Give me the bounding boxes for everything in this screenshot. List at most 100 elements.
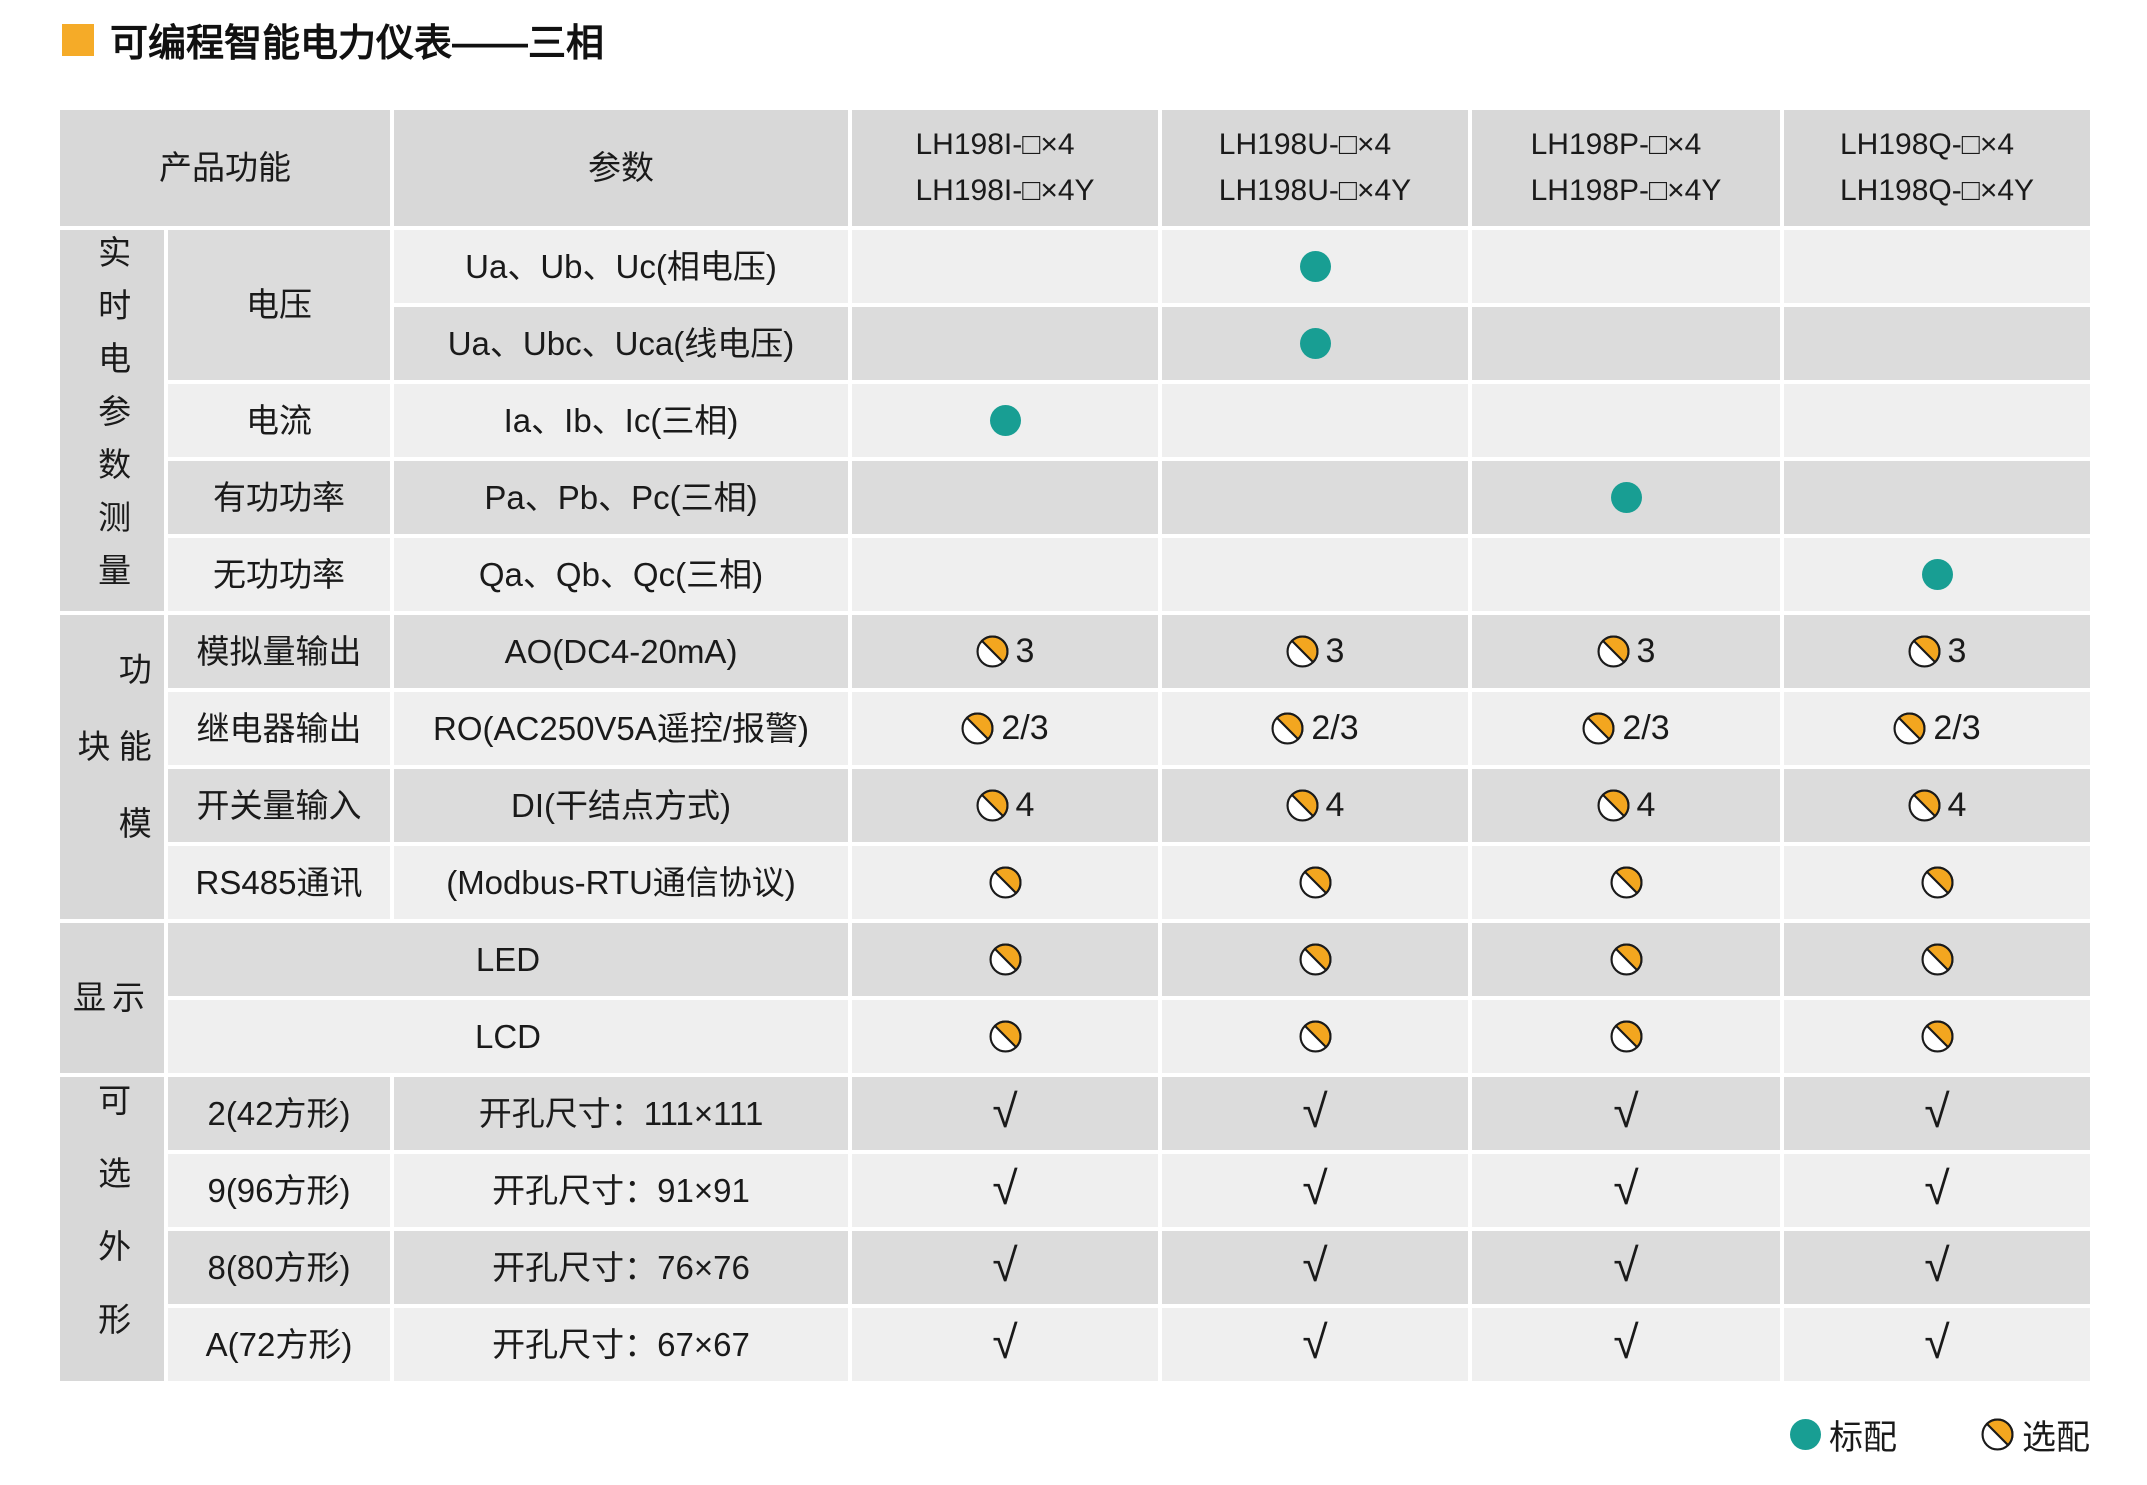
optional-config-icon bbox=[1271, 712, 1304, 745]
check-icon: √ bbox=[1924, 1238, 1950, 1291]
model-name-line: LH198U-□×4 bbox=[1218, 127, 1392, 161]
header-model-3: LH198P-□×4 LH198P-□×4Y bbox=[1472, 110, 1780, 226]
matrix-cell bbox=[1784, 538, 2090, 611]
section-label-2: 功能模块 bbox=[60, 615, 164, 919]
check-icon: √ bbox=[1302, 1161, 1328, 1214]
matrix-cell bbox=[852, 461, 1158, 534]
matrix-cell bbox=[1162, 307, 1468, 380]
matrix-cell: √ bbox=[1784, 1077, 2090, 1150]
optional-quantity: 2/3 bbox=[1311, 709, 1359, 748]
legend-optional-label: 选配 bbox=[2022, 1419, 2090, 1457]
section-label-4: 可选外形 bbox=[60, 1077, 164, 1381]
parameter-cell: 开孔尺寸：111×111 bbox=[394, 1077, 848, 1150]
check-icon: √ bbox=[1924, 1161, 1950, 1214]
optional-quantity: 2/3 bbox=[1933, 709, 1981, 748]
parameter-cell: AO(DC4-20mA) bbox=[394, 615, 848, 688]
header-parameter: 参数 bbox=[394, 110, 848, 226]
optional-config-icon bbox=[1893, 712, 1926, 745]
matrix-cell: √ bbox=[852, 1154, 1158, 1227]
matrix-cell bbox=[1162, 1000, 1468, 1073]
parameter-cell: 开孔尺寸：91×91 bbox=[394, 1154, 848, 1227]
function-cell: 9(96方形) bbox=[168, 1154, 390, 1227]
matrix-cell: 4 bbox=[852, 769, 1158, 842]
matrix-cell bbox=[1784, 307, 2090, 380]
optional-config-icon bbox=[1582, 712, 1615, 745]
optional-quantity: 4 bbox=[1636, 786, 1656, 825]
parameter-cell: LED bbox=[168, 923, 848, 996]
function-cell: 开关量输入 bbox=[168, 769, 390, 842]
page-title-text: 可编程智能电力仪表——三相 bbox=[110, 23, 605, 65]
title-bullet-square-icon bbox=[62, 23, 94, 56]
function-cell: 无功功率 bbox=[168, 538, 390, 611]
optional-config-icon bbox=[1920, 866, 1954, 899]
matrix-cell: √ bbox=[1162, 1077, 1468, 1150]
matrix-cell bbox=[1472, 923, 1780, 996]
check-icon: √ bbox=[1613, 1161, 1639, 1214]
matrix-cell: √ bbox=[852, 1308, 1158, 1381]
optional-quantity: 4 bbox=[1015, 786, 1035, 825]
matrix-cell bbox=[1472, 307, 1780, 380]
optional-quantity: 3 bbox=[1325, 632, 1345, 671]
optional-config-icon bbox=[988, 866, 1022, 899]
matrix-cell bbox=[1784, 461, 2090, 534]
section-label-1: 实时电参数测量 bbox=[60, 230, 164, 611]
matrix-cell: √ bbox=[1472, 1154, 1780, 1227]
section-label-3: 显示 bbox=[60, 923, 164, 1073]
optional-config-icon bbox=[1920, 1020, 1954, 1053]
parameter-cell: 开孔尺寸：76×76 bbox=[394, 1231, 848, 1304]
function-cell: 8(80方形) bbox=[168, 1231, 390, 1304]
model-name-line: LH198P-□×4Y bbox=[1530, 174, 1722, 207]
page-title: 可编程智能电力仪表——三相 bbox=[62, 12, 604, 67]
matrix-cell: 3 bbox=[1472, 615, 1780, 688]
optional-config-icon bbox=[1908, 789, 1941, 822]
matrix-cell: 4 bbox=[1784, 769, 2090, 842]
optional-config-icon bbox=[1609, 866, 1643, 899]
model-name-line: LH198P-□×4 bbox=[1530, 127, 1702, 161]
header-model-4: LH198Q-□×4 LH198Q-□×4Y bbox=[1784, 110, 2090, 226]
matrix-cell: 4 bbox=[1472, 769, 1780, 842]
model-name-lines: LH198U-□×4 LH198U-□×4Y bbox=[1219, 122, 1411, 215]
model-name-line: LH198Q-□×4 bbox=[1839, 127, 2015, 161]
check-icon: √ bbox=[1613, 1315, 1639, 1368]
matrix-cell bbox=[852, 923, 1158, 996]
matrix-cell: √ bbox=[1162, 1154, 1468, 1227]
matrix-cell bbox=[1162, 538, 1468, 611]
function-cell: 继电器输出 bbox=[168, 692, 390, 765]
legend-standard-label: 标配 bbox=[1829, 1419, 1897, 1457]
check-icon: √ bbox=[1302, 1084, 1328, 1137]
matrix-cell: 4 bbox=[1162, 769, 1468, 842]
header-model-1: LH198I-□×4 LH198I-□×4Y bbox=[852, 110, 1158, 226]
optional-config-icon bbox=[1286, 635, 1319, 668]
matrix-cell bbox=[1784, 846, 2090, 919]
standard-config-icon bbox=[1921, 559, 1953, 590]
matrix-cell bbox=[1472, 230, 1780, 303]
matrix-cell: √ bbox=[1784, 1154, 2090, 1227]
parameter-cell: Qa、Qb、Qc(三相) bbox=[394, 538, 848, 611]
check-icon: √ bbox=[1924, 1315, 1950, 1368]
matrix-cell: √ bbox=[852, 1231, 1158, 1304]
matrix-cell: 2/3 bbox=[1784, 692, 2090, 765]
matrix-cell: √ bbox=[852, 1077, 1158, 1150]
standard-config-icon bbox=[1299, 328, 1331, 359]
matrix-cell bbox=[1784, 384, 2090, 457]
model-name-lines: LH198Q-□×4 LH198Q-□×4Y bbox=[1840, 122, 2034, 215]
optional-quantity: 2/3 bbox=[1001, 709, 1049, 748]
check-icon: √ bbox=[992, 1084, 1018, 1137]
matrix-cell bbox=[852, 1000, 1158, 1073]
optional-config-icon bbox=[1609, 943, 1643, 976]
optional-config-icon bbox=[1298, 866, 1332, 899]
standard-config-icon bbox=[1790, 1419, 1821, 1450]
matrix-cell: 3 bbox=[1162, 615, 1468, 688]
legend-standard: 标配 bbox=[1790, 1410, 1897, 1459]
spec-table: 产品功能 参数 LH198I-□×4 LH198I-□×4Y LH198U-□×4 LH1… bbox=[60, 110, 2090, 1381]
legend-optional: 选配 bbox=[1981, 1410, 2090, 1459]
matrix-cell bbox=[852, 230, 1158, 303]
model-name-lines: LH198P-□×4 LH198P-□×4Y bbox=[1531, 122, 1722, 215]
model-name-line: LH198Q-□×4Y bbox=[1839, 174, 2035, 207]
legend: 标配 选配 bbox=[1790, 1410, 2090, 1459]
function-cell: 有功功率 bbox=[168, 461, 390, 534]
optional-config-icon bbox=[1609, 1020, 1643, 1053]
matrix-cell: 2/3 bbox=[1162, 692, 1468, 765]
check-icon: √ bbox=[992, 1161, 1018, 1214]
optional-quantity: 3 bbox=[1636, 632, 1656, 671]
